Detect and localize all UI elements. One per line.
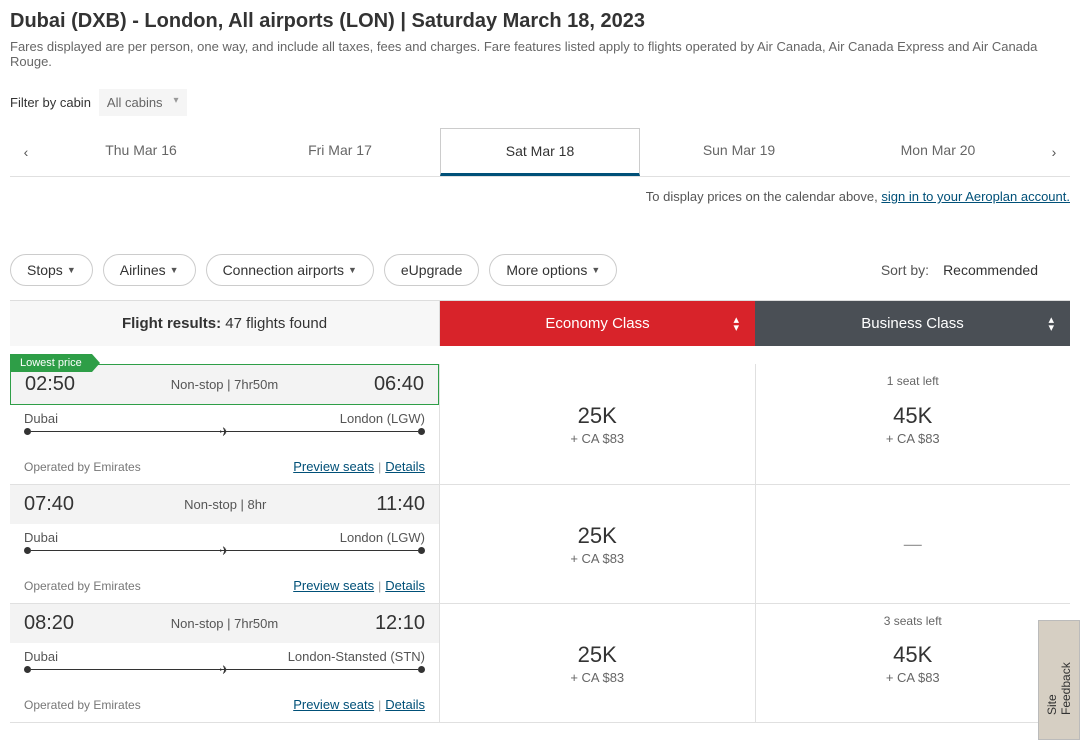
- destination-city: London (LGW): [340, 411, 425, 426]
- sort-icon: ▴▾: [1048, 316, 1054, 332]
- flight-path: ✈: [10, 547, 439, 562]
- economy-price-cell[interactable]: 25K + CA $83: [440, 485, 756, 603]
- plane-icon: ✈: [219, 544, 229, 558]
- price-points: 25K: [578, 403, 617, 429]
- cabin-filter-select[interactable]: All cabins: [99, 89, 187, 116]
- flight-row: Lowest price02:50 Non-stop | 7hr50m 06:4…: [10, 364, 1070, 485]
- page-title: Dubai (DXB) - London, All airports (LON)…: [10, 10, 1070, 33]
- seats-left: 1 seat left: [887, 374, 939, 388]
- details-link[interactable]: Details: [385, 459, 425, 474]
- date-tab[interactable]: Fri Mar 17: [241, 128, 440, 176]
- stops-filter[interactable]: Stops▼: [10, 254, 93, 286]
- flight-row: 08:20 Non-stop | 7hr50m 12:10 Dubai London…: [10, 604, 1070, 723]
- price-cash: + CA $83: [886, 670, 940, 685]
- fare-disclaimer: Fares displayed are per person, one way,…: [10, 39, 1070, 69]
- price-cash: + CA $83: [886, 431, 940, 446]
- date-prev-arrow[interactable]: ‹: [10, 144, 42, 160]
- economy-class-tab[interactable]: Economy Class ▴▾: [440, 301, 755, 346]
- signin-link[interactable]: sign in to your Aeroplan account.: [881, 189, 1070, 204]
- business-price-cell[interactable]: 3 seats left 45K + CA $83: [756, 604, 1071, 722]
- stops-duration: Non-stop | 7hr50m: [171, 377, 278, 392]
- sort-icon: ▴▾: [733, 316, 739, 332]
- details-link[interactable]: Details: [385, 697, 425, 712]
- flight-path: ✈: [10, 666, 439, 681]
- departure-time: 02:50: [25, 373, 75, 396]
- date-tab[interactable]: Sun Mar 19: [640, 128, 839, 176]
- date-tab[interactable]: Sat Mar 18: [440, 128, 640, 176]
- economy-price-cell[interactable]: 25K + CA $83: [440, 604, 756, 722]
- flight-path: ✈: [10, 428, 439, 443]
- arrival-time: 06:40: [374, 373, 424, 396]
- business-class-tab[interactable]: Business Class ▴▾: [755, 301, 1070, 346]
- destination-city: London (LGW): [340, 530, 425, 545]
- business-price-cell[interactable]: 1 seat left 45K + CA $83: [756, 364, 1071, 484]
- operator-text: Operated by Emirates: [24, 698, 141, 712]
- site-feedback-tab[interactable]: Site Feedback: [1038, 620, 1080, 740]
- unavailable-dash: —: [904, 534, 922, 555]
- destination-city: London-Stansted (STN): [288, 649, 425, 664]
- sort-label: Sort by:: [881, 262, 929, 278]
- business-price-cell[interactable]: —: [756, 485, 1071, 603]
- arrival-time: 12:10: [375, 612, 425, 635]
- date-next-arrow[interactable]: ›: [1038, 144, 1070, 160]
- origin-city: Dubai: [24, 530, 58, 545]
- date-tab[interactable]: Thu Mar 16: [42, 128, 241, 176]
- origin-city: Dubai: [24, 649, 58, 664]
- plane-icon: ✈: [219, 663, 229, 677]
- preview-seats-link[interactable]: Preview seats: [293, 578, 374, 593]
- lowest-price-badge: Lowest price: [10, 354, 92, 372]
- cabin-filter-label: Filter by cabin: [10, 95, 91, 110]
- origin-city: Dubai: [24, 411, 58, 426]
- preview-seats-link[interactable]: Preview seats: [293, 697, 374, 712]
- price-points: 25K: [578, 523, 617, 549]
- stops-duration: Non-stop | 7hr50m: [171, 616, 278, 631]
- stops-duration: Non-stop | 8hr: [184, 497, 266, 512]
- price-points: 45K: [893, 403, 932, 429]
- price-cash: + CA $83: [570, 551, 624, 566]
- operator-text: Operated by Emirates: [24, 460, 141, 474]
- price-cash: + CA $83: [570, 670, 624, 685]
- price-points: 25K: [578, 642, 617, 668]
- price-points: 45K: [893, 642, 932, 668]
- eupgrade-filter[interactable]: eUpgrade: [384, 254, 480, 286]
- sort-select[interactable]: Recommended: [939, 258, 1070, 282]
- arrival-time: 11:40: [376, 493, 425, 516]
- airlines-filter[interactable]: Airlines▼: [103, 254, 196, 286]
- connection-filter[interactable]: Connection airports▼: [206, 254, 374, 286]
- price-cash: + CA $83: [570, 431, 624, 446]
- signin-message: To display prices on the calendar above,…: [10, 189, 1070, 204]
- date-tab[interactable]: Mon Mar 20: [839, 128, 1038, 176]
- preview-seats-link[interactable]: Preview seats: [293, 459, 374, 474]
- results-count: Flight results: 47 flights found: [10, 301, 440, 346]
- departure-time: 08:20: [24, 612, 74, 635]
- departure-time: 07:40: [24, 493, 74, 516]
- plane-icon: ✈: [219, 425, 229, 439]
- more-options-filter[interactable]: More options▼: [489, 254, 617, 286]
- details-link[interactable]: Details: [385, 578, 425, 593]
- economy-price-cell[interactable]: 25K + CA $83: [440, 364, 756, 484]
- operator-text: Operated by Emirates: [24, 579, 141, 593]
- flight-row: 07:40 Non-stop | 8hr 11:40 Dubai London (L…: [10, 485, 1070, 604]
- seats-left: 3 seats left: [884, 614, 942, 628]
